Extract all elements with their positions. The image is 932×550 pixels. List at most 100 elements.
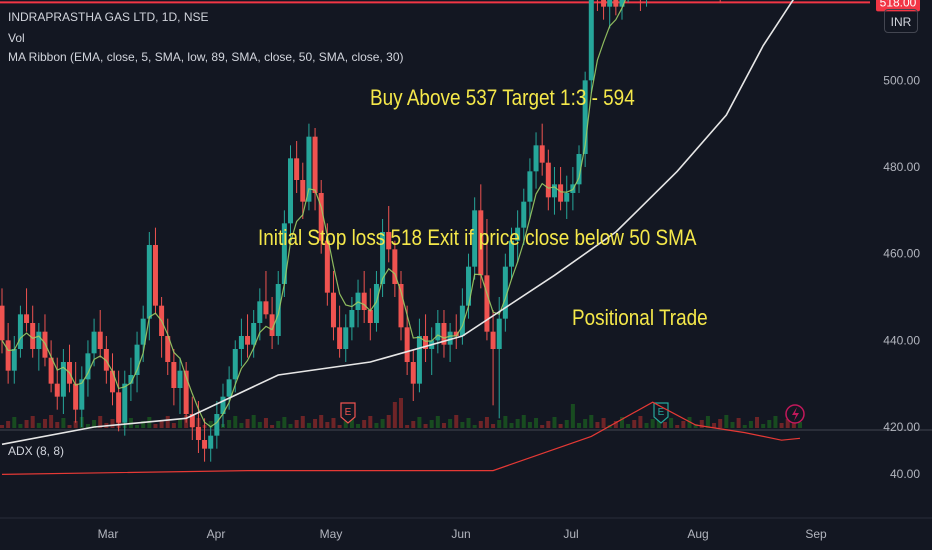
candle-body xyxy=(36,331,42,350)
volume-bar xyxy=(251,415,256,428)
candle-body xyxy=(502,266,508,319)
candle xyxy=(515,210,521,263)
candle-body xyxy=(73,383,79,410)
candle-body xyxy=(416,336,422,384)
volume-bar xyxy=(730,422,735,428)
currency-button[interactable]: INR xyxy=(884,9,918,33)
price-tick-label: 480.00 xyxy=(883,160,920,174)
annotation-stop: Initial Stop loss 518 Exit if price clos… xyxy=(258,225,697,250)
volume-bar xyxy=(478,421,483,428)
candle xyxy=(116,370,122,432)
candle-body xyxy=(263,301,269,315)
volume-bar xyxy=(399,398,403,428)
volume-bar xyxy=(405,425,410,428)
candle-body xyxy=(527,171,533,202)
candle-body xyxy=(490,331,496,350)
candle-body xyxy=(318,193,324,241)
candle-body xyxy=(558,184,564,202)
candle xyxy=(318,180,324,254)
candle-body xyxy=(539,145,545,163)
volume-bar xyxy=(460,422,465,428)
candle xyxy=(36,323,42,371)
volume-bar xyxy=(509,423,514,428)
volume-bar xyxy=(92,420,97,428)
candle xyxy=(146,232,152,341)
volume-bar xyxy=(331,418,336,428)
volume-bar xyxy=(208,421,213,428)
volume-bar xyxy=(644,423,649,428)
volume-bar xyxy=(73,421,78,428)
candle-body xyxy=(195,427,201,440)
volume-bar xyxy=(626,424,631,428)
volume-bar xyxy=(337,425,342,428)
candle-body xyxy=(5,340,11,371)
candle xyxy=(639,0,641,12)
volume-bar xyxy=(368,416,373,428)
candle xyxy=(447,323,453,363)
volume-bar xyxy=(583,419,588,428)
candle-body xyxy=(177,370,183,389)
volume-bar xyxy=(98,416,103,428)
candle-body xyxy=(202,439,208,449)
candle xyxy=(165,318,171,376)
candle xyxy=(275,271,281,345)
candle-body xyxy=(109,370,115,393)
candle xyxy=(183,362,189,423)
volume-bar xyxy=(18,424,23,428)
volume-bar xyxy=(417,417,422,428)
candle xyxy=(263,271,269,319)
volume-bar xyxy=(313,419,318,428)
candle xyxy=(423,314,429,363)
volume-bar xyxy=(724,415,729,428)
candle xyxy=(508,227,514,280)
candle-body xyxy=(226,379,232,397)
annotation-buy: Buy Above 537 Target 1:3 - 594 xyxy=(370,85,635,110)
price-tick-label: 420.00 xyxy=(883,420,920,434)
candle xyxy=(202,418,208,462)
volume-bar xyxy=(577,423,582,428)
candle xyxy=(109,353,115,406)
candle xyxy=(17,305,23,358)
candle-body xyxy=(288,158,294,224)
candle-body xyxy=(392,249,398,285)
adx-legend: ADX (8, 8) xyxy=(8,444,65,458)
candle xyxy=(85,340,91,397)
candle-body xyxy=(30,323,36,350)
volume-bar xyxy=(552,417,557,428)
candle xyxy=(435,310,441,354)
candle xyxy=(410,349,416,402)
volume-bar xyxy=(319,415,324,428)
candle-body xyxy=(533,145,539,172)
candle xyxy=(533,132,539,189)
candle xyxy=(294,141,300,194)
volume-bar xyxy=(270,425,275,428)
candle-body xyxy=(251,323,257,345)
candle-body xyxy=(79,379,85,410)
volume-bar xyxy=(171,423,176,428)
candle xyxy=(330,271,336,341)
dividend-marker xyxy=(785,404,805,424)
candle xyxy=(238,318,244,367)
volume-bar xyxy=(546,421,551,428)
volume-bar xyxy=(67,425,72,428)
candle xyxy=(613,0,619,16)
candle-body xyxy=(613,0,619,7)
candle xyxy=(343,314,349,363)
candle-body xyxy=(165,336,171,363)
candle-body xyxy=(116,392,122,423)
candle xyxy=(398,271,404,341)
candle xyxy=(269,297,275,350)
volume-bar xyxy=(178,419,183,428)
volume-bar xyxy=(49,415,54,428)
candle-body xyxy=(269,314,275,337)
volume-bar xyxy=(718,419,723,428)
candle-body xyxy=(189,414,195,427)
volume-bar xyxy=(6,421,11,428)
candle xyxy=(472,197,478,280)
volume-bar xyxy=(42,419,47,428)
volume-bar xyxy=(12,417,17,428)
volume-bar xyxy=(767,420,772,428)
candle-body xyxy=(183,370,189,415)
candle-body xyxy=(146,245,152,319)
